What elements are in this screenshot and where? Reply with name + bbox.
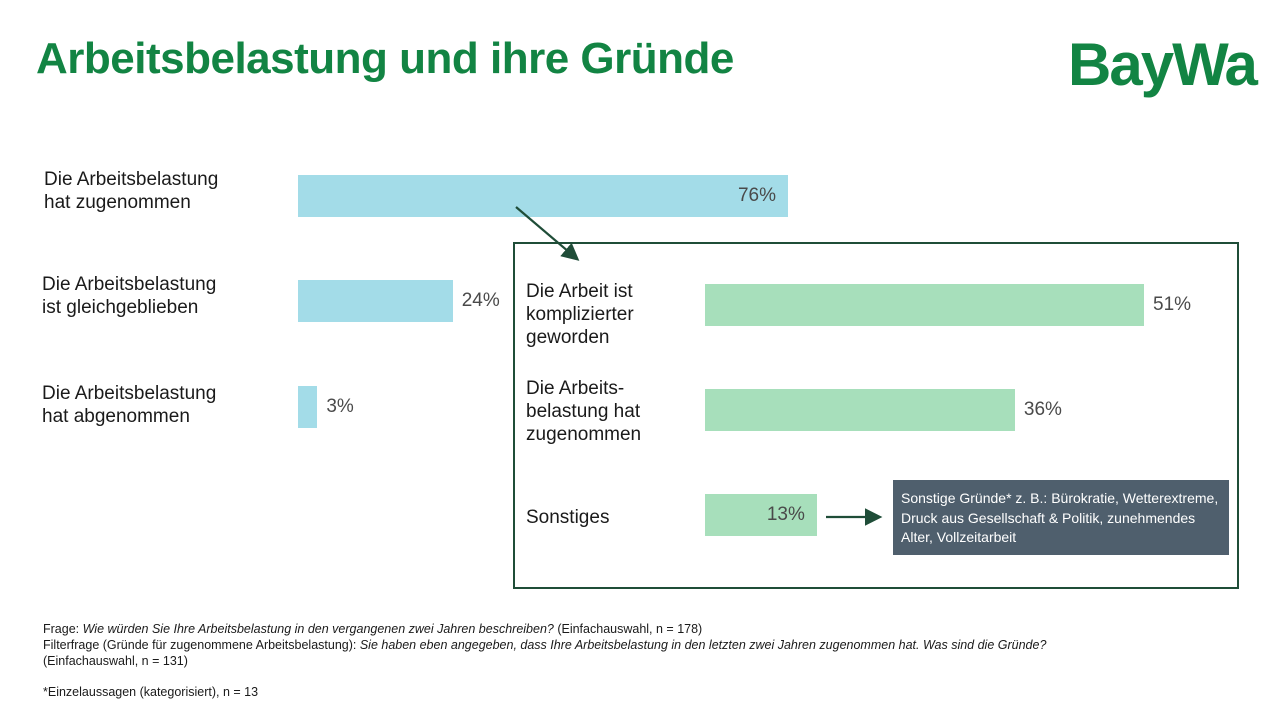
category-label: Die Arbeits- belastung hat zugenommen xyxy=(526,378,642,445)
bar xyxy=(298,175,788,217)
category-label: Die Arbeitsbelastung hat zugenommen xyxy=(44,169,219,213)
bar xyxy=(298,280,453,322)
bar xyxy=(705,284,1144,326)
baywa-logo: BayWa xyxy=(1068,31,1258,98)
footer-q2-suffix: (Einfachauswahl, n = 131) xyxy=(43,654,188,668)
footer-q1-prefix: Frage: xyxy=(43,622,83,636)
reasons-panel xyxy=(513,242,1239,589)
value-label: 13% xyxy=(766,504,805,525)
value-label: 3% xyxy=(326,396,354,417)
category-label: Die Arbeit ist komplizierter geworden xyxy=(526,281,634,348)
footer-question: Frage: Wie würden Sie Ihre Arbeitsbelast… xyxy=(43,621,702,637)
category-label: Die Arbeitsbelastung hat abgenommen xyxy=(42,383,217,427)
value-label: 24% xyxy=(461,290,500,311)
other-reasons-note: Sonstige Gründe* z. B.: Bürokratie, Wett… xyxy=(893,480,1229,555)
footer-q1-text: Wie würden Sie Ihre Arbeitsbelastung in … xyxy=(82,622,554,636)
footer-q1-suffix: (Einfachauswahl, n = 178) xyxy=(553,622,703,636)
footer-q2-text: Sie haben eben angegeben, dass Ihre Arbe… xyxy=(359,638,1047,652)
footnote: *Einzelaussagen (kategorisiert), n = 13 xyxy=(43,685,259,699)
bar xyxy=(298,386,318,428)
category-label: Sonstiges xyxy=(526,507,610,528)
bar xyxy=(705,389,1015,431)
footer-q2-prefix: Filterfrage (Gründe für zugenommene Arbe… xyxy=(43,638,360,652)
value-label: 76% xyxy=(737,185,776,206)
value-label: 51% xyxy=(1153,294,1192,315)
bar xyxy=(705,494,817,536)
footer-filter-question: Filterfrage (Gründe für zugenommene Arbe… xyxy=(43,637,1046,653)
arrow-to-reasons xyxy=(515,206,580,261)
category-label: Die Arbeitsbelastung ist gleichgeblieben xyxy=(42,274,217,318)
value-label: 36% xyxy=(1023,399,1062,420)
page-title: Arbeitsbelastung und ihre Gründe xyxy=(36,34,734,83)
